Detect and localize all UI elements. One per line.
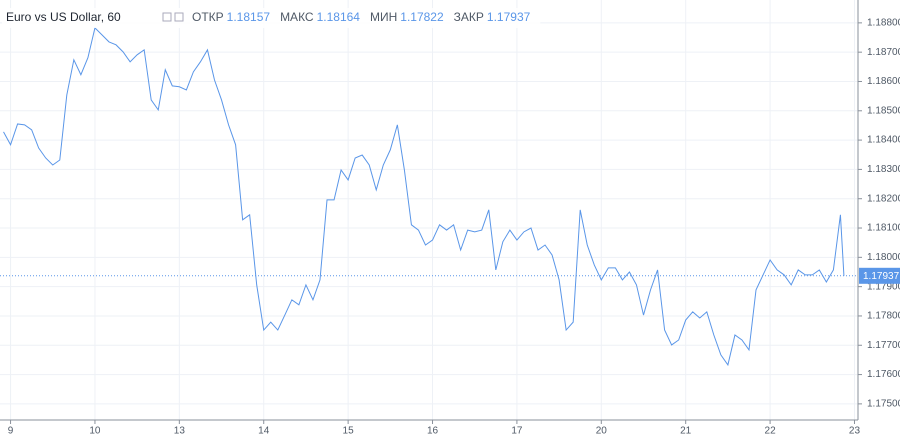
y-tick-label: 1.18100 [867,223,900,234]
x-tick-label: 9 [8,426,14,437]
x-tick-label: 13 [174,426,186,437]
x-tick-label: 17 [511,426,523,437]
y-tick-label: 1.17600 [867,369,900,380]
x-tick-label: 16 [427,426,439,437]
price-line [3,26,845,367]
x-tick-label: 15 [343,426,355,437]
x-tick-label: 20 [596,426,608,437]
chart-title: Euro vs US Dollar, 60 [6,10,121,24]
header-bg [2,8,541,28]
ohlc-label: ОТКР [192,10,224,24]
x-tick-label: 22 [765,426,777,437]
ohlc-value: 1.17937 [487,10,531,24]
ohlc-label: ЗАКР [454,10,484,24]
y-tick-label: 1.18200 [867,193,900,204]
y-tick-label: 1.18600 [867,76,900,87]
y-tick-label: 1.18700 [867,47,900,58]
ohlc-value: 1.18157 [227,10,271,24]
ohlc-label: МИН [370,10,397,24]
ohlc-label: МАКС [280,10,314,24]
ohlc-value: 1.18164 [317,10,361,24]
y-tick-label: 1.17800 [867,311,900,322]
x-tick-label: 14 [258,426,270,437]
y-tick-label: 1.18800 [867,18,900,29]
price-level-label: 1.17937 [863,271,900,282]
y-tick-label: 1.17700 [867,340,900,351]
price-level-box [859,267,900,284]
x-tick-label: 10 [89,426,101,437]
y-tick-label: 1.17500 [867,399,900,410]
icon[interactable] [162,12,172,22]
x-tick-label: 21 [680,426,692,437]
y-tick-label: 1.18500 [867,105,900,116]
y-tick-label: 1.18000 [867,252,900,263]
plot [0,26,858,367]
axes: 1.17500 1.17600 1.17700 1.17800 1.17900 1.180… [8,18,900,437]
y-tick-label: 1.18300 [867,164,900,175]
y-tick-label: 1.17900 [867,281,900,292]
y-tick-label: 1.18400 [867,135,900,146]
ohlc-value: 1.17822 [400,10,444,24]
icon[interactable] [174,12,184,22]
x-tick-label: 23 [849,426,861,437]
header: Euro vs US Dollar, 60 ОТКР 1.18157 МАКС 1.1… [2,8,541,28]
